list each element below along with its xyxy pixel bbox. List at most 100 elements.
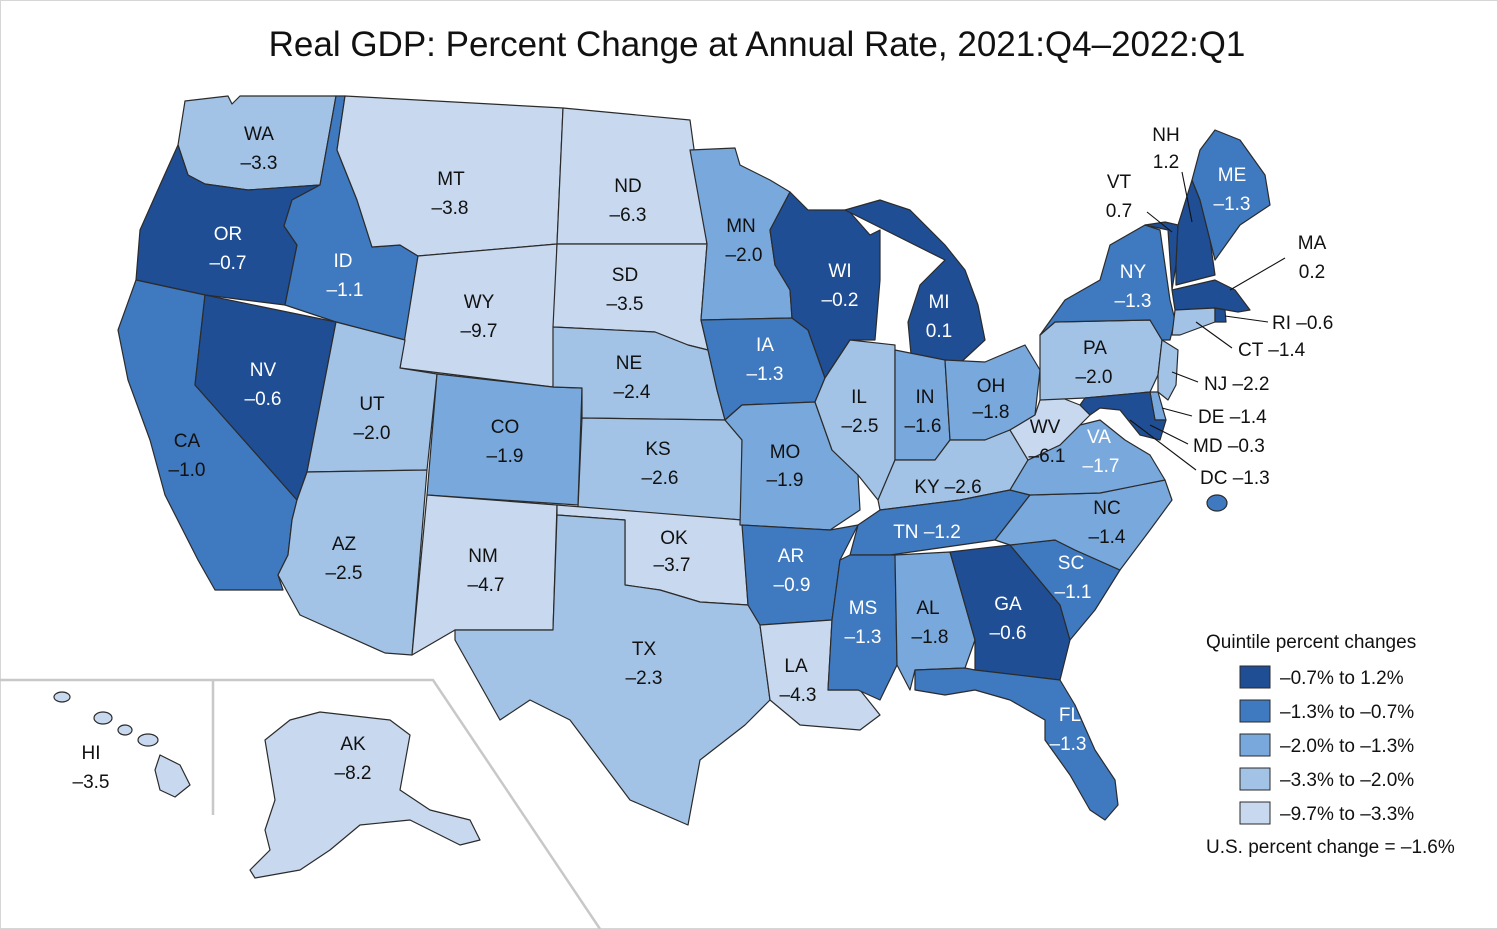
legend-label-5: –9.7% to –3.3% (1280, 804, 1414, 825)
label-KS-abbr: KS (645, 439, 670, 460)
label-SC-abbr: SC (1058, 553, 1084, 574)
dc-enlarged-marker[interactable] (1206, 494, 1228, 512)
label-CT-abbr: CT (1238, 340, 1264, 361)
label-IL-abbr: IL (851, 387, 867, 408)
state-labels: WA –3.3 OR –0.7 CA –1.0 NV –0.6 ID –1.1 … (73, 124, 1334, 793)
state-ME[interactable] (1191, 129, 1271, 261)
label-HI-abbr: HI (82, 743, 101, 764)
label-CA-abbr: CA (174, 431, 201, 452)
label-ID-abbr: ID (334, 251, 353, 272)
map-title: Real GDP: Percent Change at Annual Rate,… (269, 25, 1246, 64)
label-FL-value: –1.3 (1050, 734, 1087, 755)
label-WI-value: –0.2 (822, 290, 859, 311)
state-MS[interactable] (827, 554, 898, 701)
label-MS-value: –1.3 (845, 627, 882, 648)
legend-swatch-4 (1239, 767, 1271, 791)
label-DC-value: –1.3 (1233, 468, 1270, 489)
label-WY-value: –9.7 (461, 321, 498, 342)
label-ME-value: –1.3 (1214, 194, 1251, 215)
label-MN-abbr: MN (726, 216, 756, 237)
state-PA[interactable] (1039, 319, 1163, 401)
label-IN-abbr: IN (916, 387, 935, 408)
label-MD-abbr: MD (1193, 436, 1223, 457)
label-CA-value: –1.0 (169, 460, 206, 481)
label-OK-abbr: OK (660, 528, 688, 549)
label-DE-abbr: DE (1198, 407, 1224, 428)
label-ND-value: –6.3 (610, 205, 647, 226)
label-WA-value: –3.3 (241, 153, 278, 174)
label-IA-value: –1.3 (747, 364, 784, 385)
state-TX[interactable] (454, 514, 771, 826)
label-KY-value: –2.6 (945, 477, 982, 498)
state-AK[interactable] (249, 711, 481, 879)
state-CO[interactable] (426, 373, 583, 506)
label-NV-value: –0.6 (245, 389, 282, 410)
legend-swatch-1 (1239, 665, 1271, 689)
label-AZ-abbr: AZ (332, 534, 357, 555)
states-layer (53, 95, 1271, 879)
label-TN-abbr: TN (893, 522, 918, 543)
label-MD: MD –0.3 (1193, 436, 1265, 457)
label-VT-value: 0.7 (1106, 201, 1132, 222)
state-HI[interactable] (53, 691, 191, 798)
label-NH-abbr: NH (1152, 125, 1179, 146)
label-MO-value: –1.9 (767, 470, 804, 491)
label-NE-abbr: NE (616, 353, 642, 374)
label-GA-abbr: GA (994, 594, 1022, 615)
label-MA-abbr: MA (1298, 233, 1327, 254)
label-CO-value: –1.9 (487, 446, 524, 467)
label-CO-abbr: CO (491, 417, 520, 438)
label-DE-value: –1.4 (1230, 407, 1267, 428)
label-KS-value: –2.6 (642, 468, 679, 489)
state-WY[interactable] (399, 243, 558, 388)
label-AK-value: –8.2 (335, 763, 372, 784)
state-WV[interactable] (1009, 397, 1091, 461)
label-NY-value: –1.3 (1115, 291, 1152, 312)
label-UT-abbr: UT (359, 394, 385, 415)
label-SD-value: –3.5 (607, 294, 644, 315)
state-NJ[interactable] (1157, 339, 1179, 401)
legend-label-2: –1.3% to –0.7% (1280, 702, 1414, 723)
label-ID-value: –1.1 (327, 280, 364, 301)
label-KY: KY –2.6 (914, 477, 981, 498)
label-CT: CT –1.4 (1238, 340, 1306, 361)
label-KY-abbr: KY (914, 477, 940, 498)
state-MD[interactable] (1079, 391, 1167, 441)
label-VT-abbr: VT (1107, 172, 1132, 193)
label-PA-abbr: PA (1083, 338, 1107, 359)
label-WY-abbr: WY (464, 292, 495, 313)
legend-title: Quintile percent changes (1206, 632, 1416, 653)
state-AZ[interactable] (277, 469, 428, 656)
label-AL-abbr: AL (916, 598, 939, 619)
label-MT-abbr: MT (437, 169, 465, 190)
label-RI-value: –0.6 (1296, 313, 1333, 334)
leader-lines (1129, 171, 1286, 471)
legend-swatch-2 (1239, 699, 1271, 723)
label-OR-value: –0.7 (210, 253, 247, 274)
legend: Quintile percent changes –0.7% to 1.2% –… (1206, 632, 1455, 858)
state-MI[interactable] (844, 199, 986, 366)
label-AR-value: –0.9 (774, 575, 811, 596)
label-NY-abbr: NY (1120, 262, 1147, 283)
label-MA-value: 0.2 (1299, 262, 1325, 283)
state-NY[interactable] (1039, 224, 1176, 341)
label-OH-value: –1.8 (973, 402, 1010, 423)
legend-label-1: –0.7% to 1.2% (1280, 668, 1404, 689)
label-IN-value: –1.6 (905, 416, 942, 437)
label-OH-abbr: OH (977, 376, 1006, 397)
label-WV-value: –6.1 (1029, 446, 1066, 467)
label-GA-value: –0.6 (990, 623, 1027, 644)
label-UT-value: –2.0 (354, 423, 391, 444)
state-CT[interactable] (1171, 307, 1216, 336)
state-RI[interactable] (1214, 307, 1227, 323)
label-VA-abbr: VA (1087, 427, 1111, 448)
label-DC: DC –1.3 (1200, 468, 1270, 489)
label-AZ-value: –2.5 (326, 563, 363, 584)
label-CT-value: –1.4 (1268, 340, 1305, 361)
label-OK-value: –3.7 (654, 555, 691, 576)
label-NM-value: –4.7 (468, 575, 505, 596)
state-FL[interactable] (914, 667, 1119, 821)
label-LA-abbr: LA (784, 656, 808, 677)
label-TX-abbr: TX (632, 639, 657, 660)
